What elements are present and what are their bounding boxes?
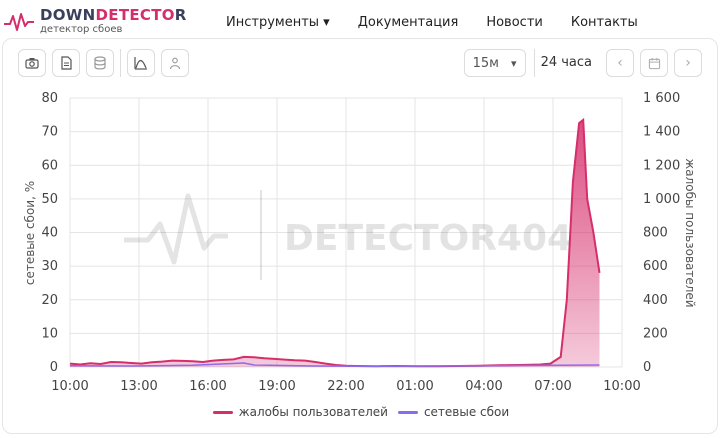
left-tick-label: 20 xyxy=(41,293,58,308)
chart-type-button[interactable] xyxy=(127,49,155,77)
x-tick-label: 22:00 xyxy=(327,379,364,394)
left-axis-label: сетевые сбои, % xyxy=(23,181,37,285)
pulse-logo-icon xyxy=(4,12,34,31)
left-tick-label: 10 xyxy=(41,326,58,341)
left-tick-label: 60 xyxy=(41,158,58,173)
chart-toolbar xyxy=(18,49,195,77)
next-button[interactable]: › xyxy=(674,49,702,77)
right-tick-label: 1 400 xyxy=(643,125,680,140)
range-label: 24 часа xyxy=(533,49,592,77)
right-tick-label: 800 xyxy=(643,226,668,241)
document-icon xyxy=(61,56,72,70)
watermark-text: DETECTOR404 xyxy=(284,218,572,259)
right-tick-label: 1 200 xyxy=(643,158,680,173)
watermark: DETECTOR404 xyxy=(124,190,572,280)
legend-reports-swatch xyxy=(212,410,233,414)
right-tick-label: 0 xyxy=(643,360,651,375)
calendar-icon xyxy=(648,57,660,69)
right-tick-label: 600 xyxy=(643,259,668,274)
x-tick-label: 16:00 xyxy=(189,379,226,394)
range-controls: 15м ▾ 24 часа ‹ › xyxy=(463,49,702,77)
interval-select[interactable]: 15м ▾ xyxy=(463,49,526,77)
legend-outages-label: сетевые сбои xyxy=(423,405,510,419)
right-axis-ticks: 0 200 400 600 800 1 000 1 200 1 400 1 600 xyxy=(643,91,680,375)
outages-line xyxy=(69,362,600,368)
chart-legend: жалобы пользователей сетевые сбои xyxy=(0,405,722,419)
right-tick-label: 400 xyxy=(643,293,668,308)
calendar-button[interactable] xyxy=(640,49,668,77)
prev-button[interactable]: ‹ xyxy=(606,49,634,77)
left-tick-label: 50 xyxy=(41,192,58,207)
x-tick-label: 07:00 xyxy=(534,379,571,394)
screenshot-button[interactable] xyxy=(18,49,46,77)
left-tick-label: 70 xyxy=(41,125,58,140)
left-tick-label: 40 xyxy=(41,226,58,241)
chevron-left-icon: ‹ xyxy=(617,55,623,71)
x-axis-ticks: 10:00 13:00 16:00 19:00 22:00 01:00 04:00 07:00… xyxy=(51,379,640,394)
legend-outages-swatch xyxy=(397,410,418,414)
x-tick-label: 13:00 xyxy=(120,379,157,394)
database-icon xyxy=(94,56,106,70)
nav-news[interactable]: Новости xyxy=(486,15,543,30)
legend-reports[interactable]: жалобы пользователей xyxy=(212,405,388,419)
chart-shape-icon xyxy=(134,57,147,70)
left-tick-label: 30 xyxy=(41,259,58,274)
logo-title: DOWNDETECTOR xyxy=(40,6,187,24)
x-tick-label: 10:00 xyxy=(603,379,640,394)
left-axis-ticks: 0 10 20 30 40 50 60 70 80 xyxy=(41,91,58,375)
right-tick-label: 1 000 xyxy=(643,192,680,207)
chart-card xyxy=(2,38,718,434)
user-button[interactable] xyxy=(161,49,189,77)
right-axis-label: жалобы пользователей xyxy=(683,158,697,307)
database-button[interactable] xyxy=(86,49,114,77)
nav-docs[interactable]: Документация xyxy=(357,15,459,30)
x-tick-label: 19:00 xyxy=(258,379,295,394)
right-tick-label: 1 600 xyxy=(643,91,680,106)
toolbar-separator xyxy=(120,49,121,77)
camera-icon xyxy=(25,58,39,69)
left-tick-label: 80 xyxy=(41,91,58,106)
nav-tools[interactable]: Инструменты ▾ xyxy=(226,15,330,30)
chevron-right-icon: › xyxy=(685,55,691,71)
x-tick-label: 01:00 xyxy=(396,379,433,394)
x-tick-label: 10:00 xyxy=(51,379,88,394)
left-tick-label: 0 xyxy=(50,360,58,375)
interval-value: 15м xyxy=(472,55,499,71)
export-document-button[interactable] xyxy=(52,49,80,77)
outage-chart: DETECTOR404 0 10 20 30 40 50 60 70 80 0 200 400 600… xyxy=(23,91,697,394)
right-tick-label: 200 xyxy=(643,326,668,341)
nav-contacts[interactable]: Контакты xyxy=(570,15,638,30)
legend-outages[interactable]: сетевые сбои xyxy=(397,405,510,419)
user-icon xyxy=(169,57,181,70)
chevron-down-icon: ▾ xyxy=(511,56,517,70)
logo[interactable]: DOWNDETECTOR детектор сбоев xyxy=(4,8,187,35)
main-nav: Инструменты ▾ Документация Новости Конта… xyxy=(226,15,666,30)
x-tick-label: 04:00 xyxy=(465,379,502,394)
reports-line xyxy=(69,117,601,368)
logo-subtitle: детектор сбоев xyxy=(40,24,123,35)
legend-reports-label: жалобы пользователей xyxy=(238,405,388,419)
